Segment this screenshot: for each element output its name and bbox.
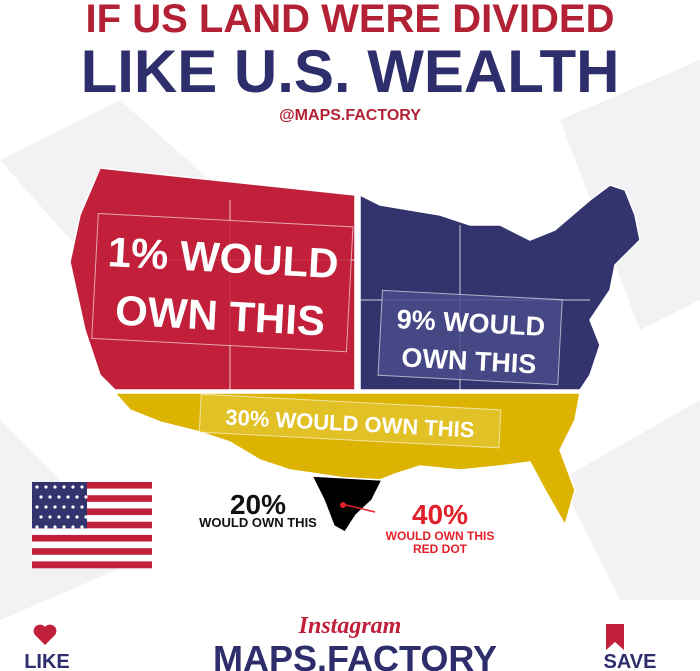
caption-20: WOULD OWN THIS (199, 515, 317, 530)
flag-star (57, 515, 61, 519)
pointer (345, 504, 376, 513)
percent-20: 20% (230, 489, 286, 520)
account: MAPS.FACTORY (213, 638, 497, 671)
caption-40: WOULD OWN THIS (386, 529, 495, 543)
title-line1: IF US LAND WERE DIVIDED (86, 0, 615, 41)
flag-star (39, 515, 43, 519)
flag-star (35, 485, 39, 489)
flag-star (80, 505, 84, 509)
save-icon (606, 624, 624, 650)
flag-stripe (32, 554, 152, 562)
flag-stripe (32, 521, 152, 529)
platform: Instagram (298, 613, 402, 639)
flag-star (80, 525, 84, 529)
flag-star (62, 525, 66, 529)
label-text: OWN THIS (401, 342, 537, 379)
like-label[interactable]: LIKE (24, 651, 70, 671)
percent-40: 40% (412, 499, 468, 530)
flag-star (57, 495, 61, 499)
handle: @MAPS.FACTORY (279, 107, 421, 124)
flag-star (35, 505, 39, 509)
flag-star (71, 485, 75, 489)
flag-star (53, 525, 57, 529)
label-text: OWN THIS (114, 287, 326, 345)
flag-star (66, 495, 70, 499)
bg-shape (560, 400, 700, 600)
flag-star (39, 495, 43, 499)
label-box (91, 213, 354, 353)
flag-star (44, 485, 48, 489)
flag-star (53, 485, 57, 489)
label-1pct: 1% WOULD OWN THIS (91, 213, 354, 353)
flag-star (44, 505, 48, 509)
flag-star (84, 495, 88, 499)
flag-star (80, 485, 84, 489)
save-label[interactable]: SAVE (604, 651, 657, 671)
flag-stripe (32, 541, 152, 549)
flag-star (44, 525, 48, 529)
label-box (377, 289, 563, 386)
flag-stripe (32, 508, 152, 516)
flag-star (71, 525, 75, 529)
flag-star (75, 515, 79, 519)
flag-stripe (32, 528, 152, 536)
flag-star (71, 505, 75, 509)
label-box (198, 393, 502, 449)
caption-40: RED DOT (413, 542, 468, 556)
label-9pct: 9% WOULD OWN THIS (377, 289, 563, 386)
flag-star (48, 515, 52, 519)
flag-star (84, 515, 88, 519)
flag-star (62, 505, 66, 509)
flag-stripe (32, 482, 152, 489)
flag-star (66, 515, 70, 519)
flag-stripe (32, 534, 152, 542)
flag-stripe (32, 515, 152, 522)
region-tip (310, 475, 384, 533)
flag-star (53, 505, 57, 509)
flag-star (75, 495, 79, 499)
label-30pct: 30% WOULD OWN THIS (198, 393, 502, 449)
red-dot (340, 502, 346, 508)
flag-stripe (32, 501, 152, 509)
flag-canton (32, 482, 87, 529)
title-line2: LIKE U.S. WEALTH (81, 38, 620, 105)
flag-stripe (32, 495, 152, 503)
like-icon (33, 624, 57, 645)
us-flag (32, 482, 152, 569)
flag-stripe (32, 561, 152, 569)
flag-star (48, 495, 52, 499)
flag-star (35, 525, 39, 529)
flag-stripe (32, 548, 152, 556)
bg-shape (560, 60, 700, 330)
flag-star (62, 485, 66, 489)
flag-stripe (32, 488, 152, 496)
